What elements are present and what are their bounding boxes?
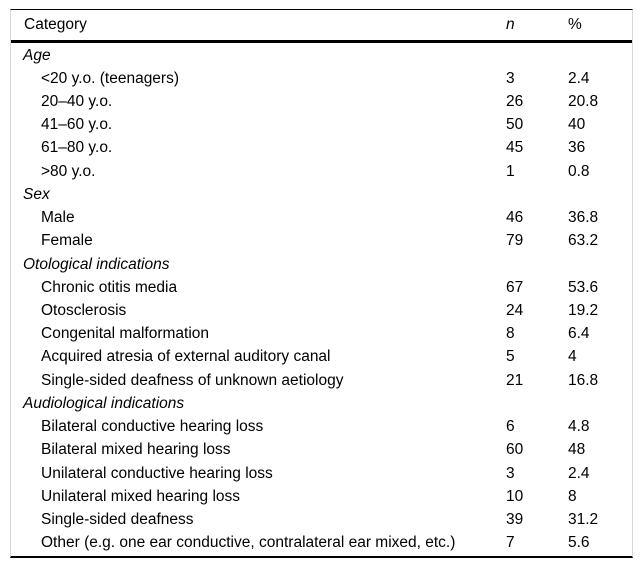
statistics-table: Category n % Age <20 y.o. (teenagers) 3 2.4… [10,9,633,558]
row-percent-value: 48 [568,441,586,459]
row-n-value: 3 [506,69,515,87]
table-row: Bilateral mixed hearing loss 60 48 [11,439,632,462]
table-row: Bilateral conductive hearing loss 6 4.8 [11,416,632,439]
row-n-value: 79 [506,232,524,250]
table-row: Unilateral conductive hearing loss 3 2.4 [11,462,632,485]
row-category: Congenital malformation [41,325,210,343]
row-category: 20–40 y.o. [41,93,113,111]
row-category: Otosclerosis [41,302,127,320]
row-n-value: 5 [506,348,515,366]
row-n-value: 10 [506,487,524,505]
row-category: Single-sided deafness of unknown aetiolo… [41,371,344,389]
section-header-row: Audiological indications [11,392,632,415]
table-row: <20 y.o. (teenagers) 3 2.4 [11,67,632,90]
table-row: Acquired atresia of external auditory ca… [11,346,632,369]
row-percent-value: 16.8 [568,371,599,389]
row-category: Unilateral mixed hearing loss [41,487,241,505]
row-category: Unilateral conductive hearing loss [41,464,273,482]
table-row: Unilateral mixed hearing loss 10 8 [11,485,632,508]
section-label: Audiological indications [23,394,185,412]
row-percent-value: 53.6 [568,278,599,296]
row-n-value: 46 [506,209,524,227]
section-label: Sex [23,185,50,203]
row-n-value: 3 [506,464,515,482]
row-n-value: 21 [506,371,524,389]
row-category: Female [41,232,93,250]
row-percent-value: 2.4 [568,464,590,482]
table-row: Other (e.g. one ear conductive, contrala… [11,532,632,555]
table-row: Single-sided deafness 39 31.2 [11,508,632,531]
table-row: 41–60 y.o. 50 40 [11,114,632,137]
table-row: >80 y.o. 1 0.8 [11,160,632,183]
row-percent-value: 4 [568,348,577,366]
row-percent-value: 5.6 [568,534,590,552]
row-category: 61–80 y.o. [41,139,113,157]
table-row: 20–40 y.o. 26 20.8 [11,90,632,113]
row-percent-value: 2.4 [568,69,590,87]
row-n-value: 24 [506,302,524,320]
row-category: Chronic otitis media [41,278,178,296]
row-category: >80 y.o. [41,162,96,180]
row-percent-value: 36 [568,139,586,157]
table-row: Single-sided deafness of unknown aetiolo… [11,369,632,392]
table-row: Female 79 63.2 [11,230,632,253]
row-n-value: 8 [506,325,515,343]
table-row: Congenital malformation 8 6.4 [11,323,632,346]
table-row: Chronic otitis media 67 53.6 [11,276,632,299]
row-percent-value: 20.8 [568,93,599,111]
column-header-category: Category [24,16,87,33]
row-percent-value: 6.4 [568,325,590,343]
row-category: <20 y.o. (teenagers) [41,69,180,87]
row-n-value: 26 [506,93,524,111]
row-category: Acquired atresia of external auditory ca… [41,348,331,366]
row-category: Male [41,209,75,227]
row-percent-value: 31.2 [568,510,599,528]
table-row: Otosclerosis 24 19.2 [11,299,632,322]
table-row: 61–80 y.o. 45 36 [11,137,632,160]
row-category: 41–60 y.o. [41,116,113,134]
table-header-row: Category n % [11,10,632,43]
row-category: Other (e.g. one ear conductive, contrala… [41,534,456,552]
row-percent-value: 40 [568,116,586,134]
row-percent-value: 63.2 [568,232,599,250]
row-n-value: 39 [506,510,524,528]
row-n-value: 67 [506,278,524,296]
row-n-value: 1 [506,162,515,180]
row-n-value: 6 [506,418,515,436]
row-n-value: 60 [506,441,524,459]
column-header-percent: % [568,16,582,33]
table-row: Male 46 36.8 [11,207,632,230]
column-header-n: n [506,16,515,33]
row-percent-value: 0.8 [568,162,590,180]
row-category: Bilateral conductive hearing loss [41,418,264,436]
section-label: Age [23,46,51,64]
section-label: Otological indications [23,255,170,273]
row-n-value: 50 [506,116,524,134]
row-n-value: 45 [506,139,524,157]
table-body: Age <20 y.o. (teenagers) 3 2.4 20–40 y.o. 26 2… [11,43,632,556]
row-category: Bilateral mixed hearing loss [41,441,231,459]
row-percent-value: 8 [568,487,577,505]
section-header-row: Sex [11,183,632,206]
row-category: Single-sided deafness [41,510,194,528]
row-n-value: 7 [506,534,515,552]
section-header-row: Age [11,44,632,67]
row-percent-value: 4.8 [568,418,590,436]
row-percent-value: 36.8 [568,209,599,227]
section-header-row: Otological indications [11,253,632,276]
row-percent-value: 19.2 [568,302,599,320]
